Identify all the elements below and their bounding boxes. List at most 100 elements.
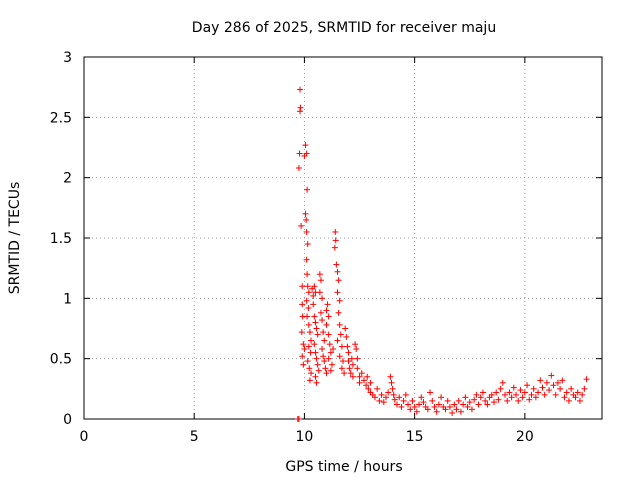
data-point [568,385,575,392]
data-point [317,309,324,316]
data-point [453,406,460,413]
data-point [497,385,504,392]
data-point [424,406,431,413]
data-point [319,346,326,353]
data-point [519,394,526,401]
data-point [451,401,458,408]
data-point [579,391,586,398]
data-point [330,346,337,353]
data-point [557,385,564,392]
y-axis-label: SRMTID / TECUs [7,182,23,295]
data-point [306,329,313,336]
data-point [391,396,398,403]
data-point [484,401,491,408]
data-point [305,321,312,328]
data-point [319,317,326,324]
data-point [371,394,378,401]
data-point [563,389,570,396]
data-point [576,397,583,404]
data-point [444,397,451,404]
data-point [356,373,363,380]
data-point [323,307,330,314]
y-tick-label: 0.5 [50,352,72,368]
data-point [409,397,416,404]
data-point [325,355,332,362]
data-point [311,283,318,290]
data-point [499,379,506,386]
data-point [380,399,387,406]
data-point [367,379,374,386]
data-point [334,337,341,344]
data-point [493,389,500,396]
data-point [438,394,445,401]
data-point [319,295,326,302]
data-point [303,228,310,235]
data-point [541,391,548,398]
data-point [306,365,313,372]
data-point [389,385,396,392]
data-point [323,370,330,377]
data-point [304,358,311,365]
data-point [310,292,317,299]
data-point [539,384,546,391]
data-point [429,397,436,404]
data-point [349,361,356,368]
data-point [332,228,339,235]
data-point [348,355,355,362]
data-point [323,321,330,328]
data-point [365,385,372,392]
data-point [376,397,383,404]
data-point [530,385,537,392]
data-point [574,389,581,396]
data-point [298,329,305,336]
data-point [513,391,520,398]
data-point [382,394,389,401]
data-point [356,379,363,386]
data-point [431,403,438,410]
data-point [344,343,351,350]
data-point [521,389,528,396]
data-point [411,403,418,410]
data-point [400,397,407,404]
data-point [475,401,482,408]
data-point [306,377,313,384]
data-point [349,373,356,380]
data-point [302,142,309,149]
data-point [331,244,338,251]
data-point [320,353,327,360]
data-point [537,377,544,384]
data-point [364,373,371,380]
data-point [327,367,334,374]
data-point [477,394,484,401]
x-axis-label: GPS time / hours [285,459,402,475]
data-point [435,401,442,408]
data-point [310,301,317,308]
data-point [504,397,511,404]
data-point [340,358,346,365]
data-point [354,365,361,372]
data-point [554,379,561,386]
data-point [299,283,306,290]
data-point [297,86,304,93]
data-point [335,277,342,284]
data-point [479,389,486,396]
data-point [524,382,531,389]
data-point [299,353,306,360]
data-point [488,391,495,398]
data-point [321,337,328,344]
data-point [583,376,590,383]
data-point [305,343,312,350]
data-point [305,304,312,311]
data-point [559,377,566,384]
grid [84,57,602,419]
data-point [396,394,403,401]
data-point [308,337,315,344]
data-point [300,341,307,348]
data-point [528,391,535,398]
data-point [311,313,318,320]
data-point [299,301,306,308]
data-point [471,396,478,403]
data-point [304,313,311,320]
y-tick-label: 1 [63,291,72,307]
